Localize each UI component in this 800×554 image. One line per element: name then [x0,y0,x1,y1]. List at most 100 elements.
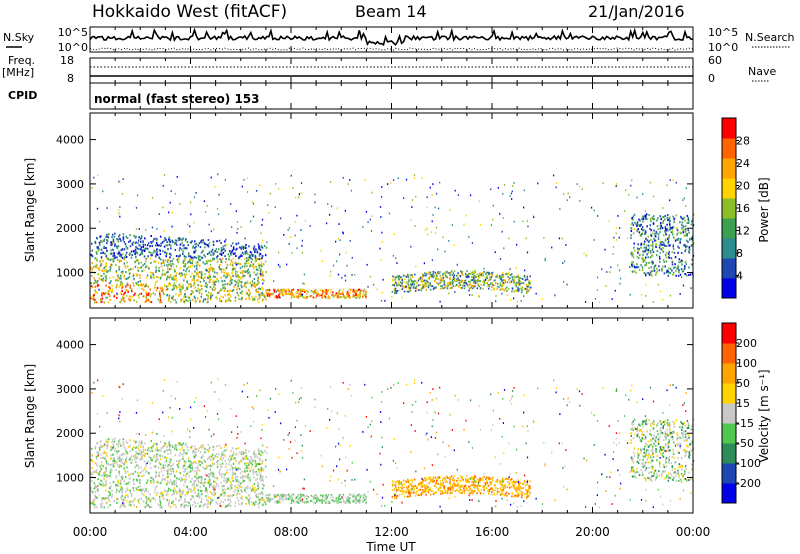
power-cell [317,293,319,296]
power-cell [192,257,195,260]
velocity-cell [199,489,202,492]
power-cell [517,274,519,276]
power-cell [509,268,511,271]
velocity-cell [160,506,163,509]
power-cell [661,267,663,270]
power-cell [120,293,123,296]
power-cell [119,277,121,280]
velocity-cell [320,494,323,496]
power-cell [659,231,661,234]
power-cell [650,261,653,264]
power-cell [212,283,215,286]
velocity-cell [118,455,120,458]
velocity-cell [261,498,263,501]
velocity-cell [125,482,128,485]
power-cell [162,206,164,209]
power-cell [150,271,152,274]
power-cell [194,297,196,300]
power-cell [330,270,332,273]
power-cell [682,229,684,232]
power-cell [268,289,271,292]
power-cell [102,279,104,282]
power-cell [169,260,172,263]
power-cell [119,301,122,304]
velocity-cell [108,490,110,493]
power-cell [645,247,648,250]
power-cell [642,217,645,220]
velocity-cell [249,478,251,481]
power-cell [330,291,332,294]
power-cell [122,233,125,236]
power-cell [168,276,171,279]
power-cell [112,241,115,244]
power-cell [265,270,267,273]
power-cell [179,203,181,205]
velocity-cell [154,442,157,445]
power-cell [205,290,207,293]
power-cell [106,249,108,252]
power-cell [103,272,105,275]
power-cell [180,293,182,296]
power-cell [401,285,404,288]
power-cell [475,275,478,278]
power-cell [667,239,670,242]
velocity-cell [365,495,367,498]
power-cell [246,252,248,255]
power-cell [215,248,218,251]
velocity-cell [183,478,186,481]
velocity-cell [141,475,143,478]
power-cell [471,273,474,276]
velocity-cell [165,456,168,459]
velocity-cell [288,494,290,497]
velocity-cell [216,466,219,469]
velocity-cell [216,461,218,464]
power-cell [191,259,194,262]
power-cell [201,288,203,291]
power-cell [114,256,117,259]
power-cell [208,281,211,284]
power-cell [126,246,129,249]
power-cell [397,278,400,281]
velocity-cell [211,499,214,502]
power-cell [684,225,687,228]
velocity-cell [395,488,398,491]
power-cell [97,245,99,248]
power-cell [138,236,140,239]
velocity-cell [161,493,164,496]
power-cell [100,248,103,251]
power-cell [314,201,316,204]
velocity-cell [223,479,225,482]
power-cell [489,276,491,279]
power-cell [150,301,153,304]
power-cell [401,279,404,281]
power-cell [483,279,485,282]
power-cell [194,251,196,253]
power-cell [680,276,683,279]
power-cell [163,272,165,275]
power-cell [98,241,101,244]
velocity-cell [91,475,93,478]
velocity-cell [120,504,123,507]
velocity-cell [102,482,105,485]
power-cell [118,265,120,268]
power-cell [362,296,364,298]
velocity-cell [223,494,226,497]
power-cell [110,249,112,252]
velocity-cell [254,455,256,458]
power-cell [176,280,178,283]
velocity-cell [130,493,133,496]
power-cell [117,276,119,279]
power-cell [666,245,668,248]
velocity-cell [152,456,155,459]
power-cell [153,276,156,279]
power-cell [118,268,121,271]
power-cell [94,298,97,301]
power-cell [516,300,519,303]
power-colorbar-tick: 28 [736,135,750,148]
velocity-cell [241,450,243,453]
velocity-cell [499,493,501,496]
power-cell [91,249,94,252]
power-cell [167,270,169,273]
velocity-cell [261,483,264,486]
power-cell [137,242,139,245]
